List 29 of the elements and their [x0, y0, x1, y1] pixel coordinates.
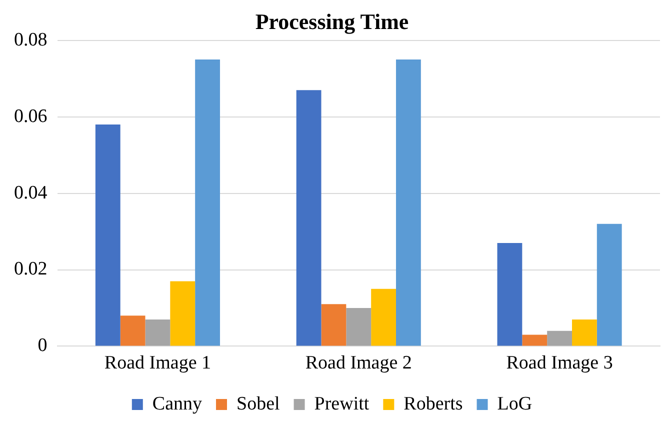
legend-label: Roberts [404, 393, 463, 414]
bar [346, 308, 372, 346]
x-tick-label: Road Image 1 [104, 352, 211, 374]
bar [572, 319, 597, 346]
bar [321, 304, 346, 346]
legend-label: Canny [152, 393, 203, 414]
chart-title: Processing Time [255, 8, 409, 34]
bar [497, 242, 522, 346]
y-tick-label: 0.08 [14, 29, 48, 50]
bar [396, 60, 421, 346]
legend-label: Sobel [236, 393, 280, 414]
bar [95, 124, 120, 346]
legend-label: Prewitt [314, 393, 370, 414]
x-tick-label: Road Image 2 [305, 352, 412, 374]
x-tick-label: Road Image 3 [506, 352, 613, 374]
y-tick-label: 0.04 [14, 182, 48, 204]
bar [596, 224, 622, 346]
legend-label: LoG [497, 393, 532, 414]
bar [522, 334, 548, 346]
y-tick-label: 0 [38, 335, 48, 356]
bar [145, 319, 170, 346]
y-tick-label: 0.06 [14, 106, 48, 127]
bar [547, 330, 572, 346]
bar [170, 281, 196, 346]
y-tick-label: 0.02 [14, 258, 48, 280]
bar [371, 288, 396, 346]
bar [120, 316, 146, 346]
bar [296, 90, 322, 346]
bar [195, 60, 220, 346]
